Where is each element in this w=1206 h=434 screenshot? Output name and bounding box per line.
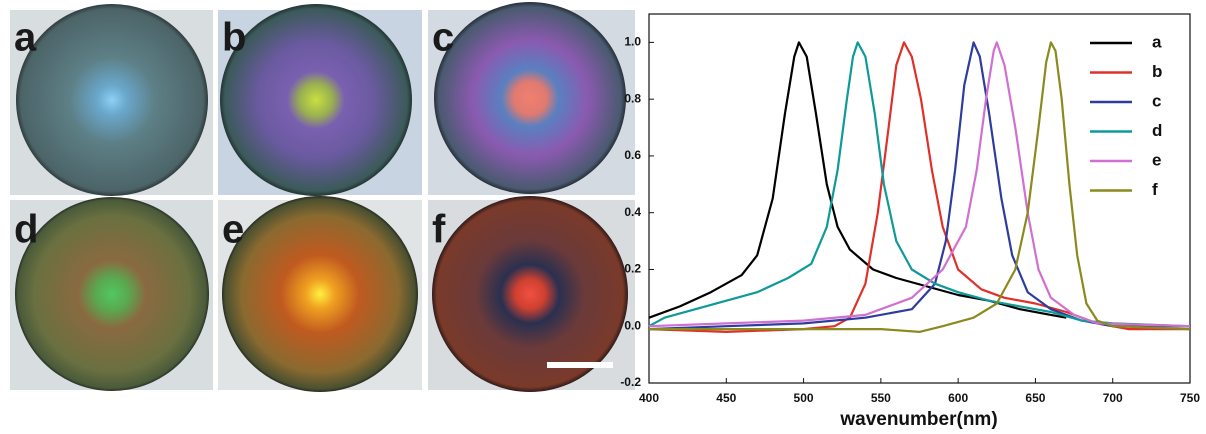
x-tick-label: 700 bbox=[1103, 391, 1123, 405]
y-tick-label: 0.0 bbox=[624, 318, 641, 332]
x-tick-label: 600 bbox=[948, 391, 968, 405]
legend-label: a bbox=[1152, 32, 1162, 51]
series-line bbox=[648, 41, 1067, 319]
y-tick-label: 1.0 bbox=[624, 35, 641, 49]
series-line bbox=[648, 41, 1190, 333]
legend-label: c bbox=[1152, 91, 1161, 110]
scale-bar bbox=[547, 362, 613, 368]
series-line bbox=[648, 41, 1191, 328]
x-tick-label: 550 bbox=[871, 391, 891, 405]
microsphere bbox=[434, 2, 626, 194]
legend-label: d bbox=[1152, 121, 1162, 140]
microsphere bbox=[432, 196, 628, 392]
panel-label: e bbox=[222, 208, 244, 252]
x-tick-label: 750 bbox=[1180, 391, 1200, 405]
photo-panels: a b c d e f bbox=[10, 2, 635, 392]
series-line bbox=[648, 41, 1191, 328]
legend-label: f bbox=[1152, 180, 1158, 199]
x-tick-label: 450 bbox=[716, 391, 736, 405]
y-tick-label: 0.2 bbox=[624, 262, 641, 276]
x-axis-label: wavenumber(nm) bbox=[839, 409, 997, 430]
plot-frame bbox=[648, 13, 1191, 384]
series-line bbox=[649, 41, 1191, 333]
legend-label: b bbox=[1152, 62, 1162, 81]
legend-label: e bbox=[1152, 150, 1161, 169]
panel-label: d bbox=[14, 208, 38, 252]
panel-label: b bbox=[222, 16, 246, 60]
panel-label: a bbox=[14, 16, 37, 60]
x-tick-label: 500 bbox=[794, 391, 814, 405]
microsphere bbox=[16, 4, 208, 196]
panel-label: f bbox=[432, 208, 446, 252]
y-tick-label: -0.2 bbox=[620, 375, 641, 389]
y-tick-label: 0.4 bbox=[624, 205, 641, 219]
microsphere bbox=[15, 197, 209, 391]
x-tick-label: 400 bbox=[639, 391, 659, 405]
panel-label: c bbox=[432, 16, 454, 60]
microsphere bbox=[220, 4, 412, 196]
y-tick-label: 0.6 bbox=[624, 148, 641, 162]
x-tick-label: 650 bbox=[1025, 391, 1045, 405]
microsphere bbox=[222, 196, 418, 392]
series-line bbox=[648, 41, 1190, 331]
y-tick-label: 0.8 bbox=[624, 91, 641, 105]
